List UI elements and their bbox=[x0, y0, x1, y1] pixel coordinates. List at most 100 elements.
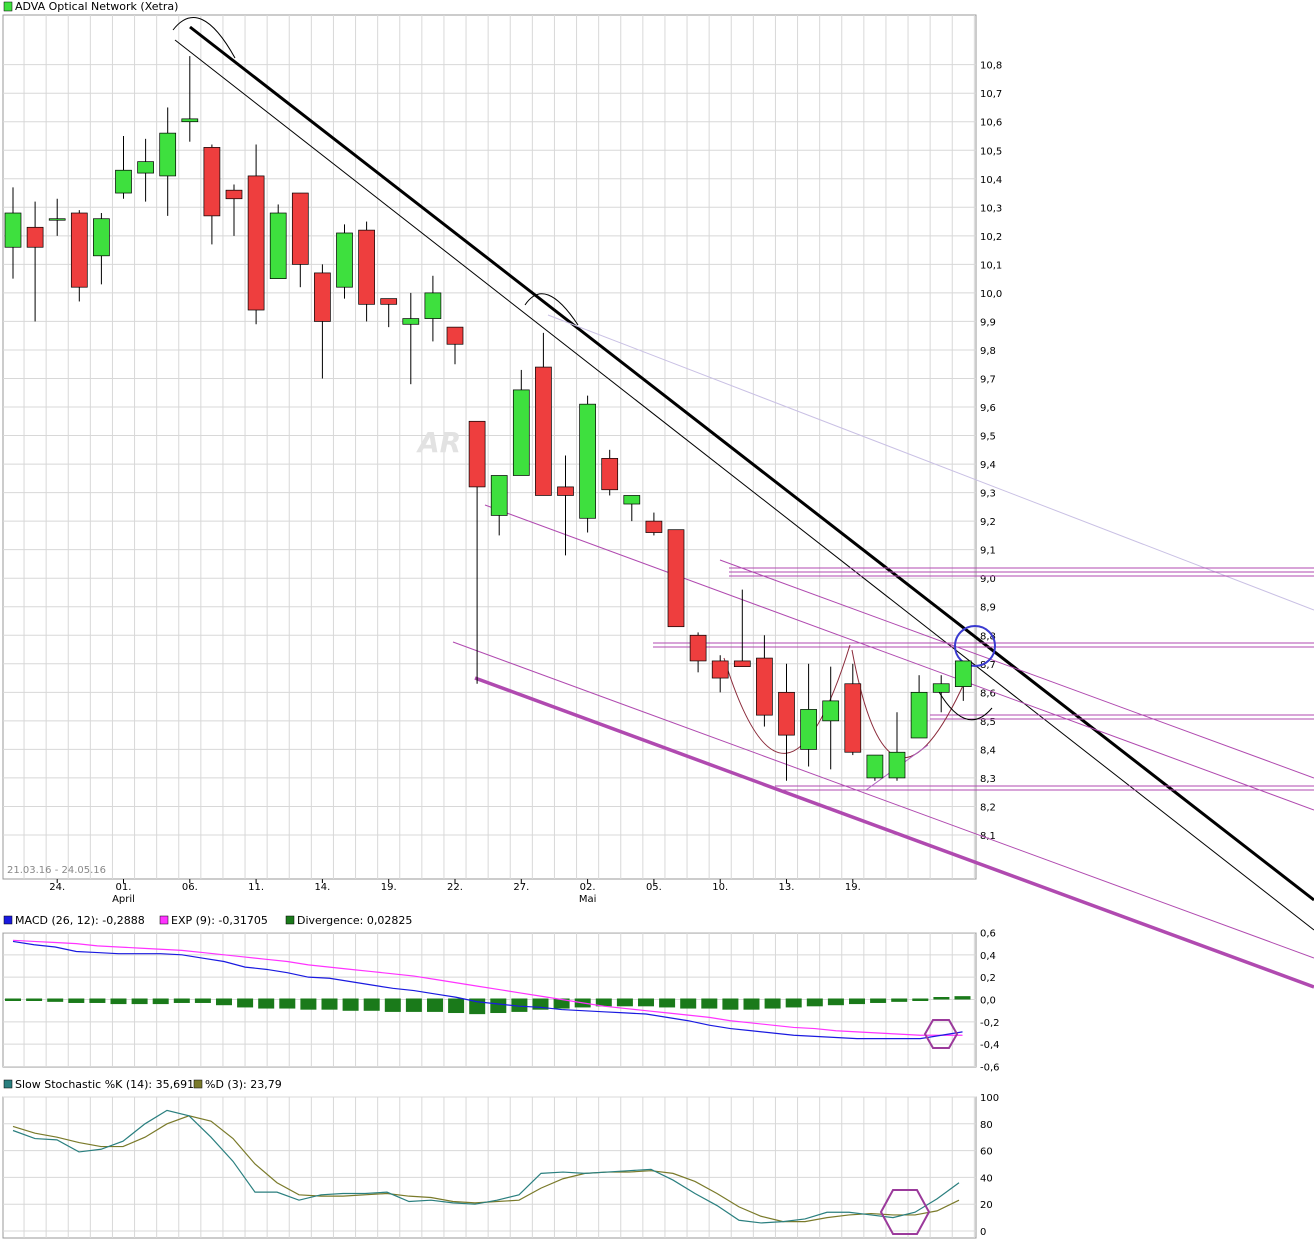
trend-overlays bbox=[172, 17, 1314, 989]
divergence-bar bbox=[237, 998, 254, 1008]
candle-body bbox=[93, 218, 110, 257]
x-tick-month: April bbox=[112, 894, 135, 905]
price-y-tick: 9,6 bbox=[980, 403, 996, 414]
candle bbox=[48, 198, 66, 236]
candle bbox=[689, 632, 707, 673]
divergence-bar bbox=[849, 998, 865, 1005]
candle-body bbox=[137, 161, 154, 174]
candle-body bbox=[954, 660, 972, 687]
stoch-legend-swatch bbox=[3, 1079, 13, 1089]
candle-body bbox=[269, 212, 287, 279]
candle-body bbox=[402, 318, 420, 325]
divergence-bar bbox=[47, 998, 64, 1002]
candle-body bbox=[778, 691, 795, 736]
candle-body bbox=[733, 660, 751, 667]
x-tick-label: 19. bbox=[381, 882, 397, 893]
divergence-bar bbox=[827, 998, 844, 1006]
candle-body bbox=[314, 272, 331, 322]
price-y-tick: 9,8 bbox=[980, 346, 996, 357]
candle bbox=[424, 275, 442, 342]
x-tick-label: 11. bbox=[248, 882, 264, 893]
candle bbox=[954, 660, 972, 701]
candle bbox=[778, 663, 795, 781]
macd-cross-marker bbox=[923, 1019, 959, 1049]
divergence-bar bbox=[638, 998, 654, 1007]
candle-body bbox=[48, 218, 66, 221]
price-y-tick: 10,7 bbox=[980, 89, 1002, 100]
divergence-bar bbox=[933, 997, 950, 1000]
divergence-bar bbox=[173, 998, 190, 1003]
candle bbox=[70, 210, 88, 302]
candle-body bbox=[932, 683, 950, 693]
macd-y-tick: 0,0 bbox=[980, 996, 996, 1007]
divergence-bar bbox=[427, 998, 443, 1012]
divergence-bar bbox=[384, 998, 401, 1012]
price-y-tick: 9,1 bbox=[980, 546, 996, 557]
candle bbox=[26, 201, 44, 322]
candle bbox=[601, 449, 619, 496]
stoch-y-tick: 60 bbox=[980, 1147, 993, 1158]
price-y-tick: 9,9 bbox=[980, 317, 996, 328]
divergence-bar bbox=[258, 998, 275, 1009]
macd-legend-swatch bbox=[159, 915, 169, 925]
stoch-y-tick: 100 bbox=[980, 1093, 999, 1104]
divergence-bar bbox=[321, 998, 338, 1010]
divergence-bar bbox=[279, 998, 296, 1009]
macd-legend-swatch bbox=[3, 915, 13, 925]
macd-y-tick: 0,4 bbox=[980, 951, 996, 962]
candle-body bbox=[512, 389, 530, 476]
channel-lower bbox=[474, 676, 1314, 989]
x-tick-label: 02. bbox=[580, 882, 596, 893]
candle-body bbox=[380, 298, 398, 305]
divergence-bar bbox=[405, 998, 422, 1012]
candle bbox=[645, 512, 663, 536]
candle bbox=[181, 56, 199, 142]
divergence-bar bbox=[448, 998, 465, 1014]
stoch-y-tick: 40 bbox=[980, 1173, 993, 1184]
candle-body bbox=[689, 634, 707, 662]
divergence-bar bbox=[89, 998, 106, 1003]
price-y-tick: 8,6 bbox=[980, 688, 996, 699]
candle-body bbox=[70, 212, 88, 288]
price-y-tick: 9,4 bbox=[980, 460, 996, 471]
price-y-tick: 10,4 bbox=[980, 175, 1002, 186]
stoch-y-tick: 20 bbox=[980, 1200, 993, 1211]
divergence-bar bbox=[616, 998, 633, 1007]
macd-y-tick: 0,2 bbox=[980, 973, 996, 984]
price-y-tick: 10,6 bbox=[980, 118, 1002, 129]
candle-body bbox=[115, 169, 132, 194]
divergence-bar bbox=[490, 998, 507, 1014]
candle bbox=[115, 135, 132, 199]
candle-body bbox=[711, 660, 729, 679]
divergence-bar bbox=[532, 998, 549, 1010]
candle-body bbox=[800, 709, 817, 750]
candle bbox=[4, 187, 22, 279]
candle-body bbox=[601, 458, 619, 491]
divergence-bar bbox=[68, 998, 85, 1003]
candle bbox=[623, 495, 641, 522]
price-y-tick: 8,2 bbox=[980, 802, 996, 813]
candle-body bbox=[756, 657, 773, 716]
candle-body bbox=[490, 475, 508, 516]
candle-body bbox=[579, 403, 596, 519]
date-range: 21.03.16 - 24.05.16 bbox=[7, 865, 106, 876]
price-y-tick: 8,7 bbox=[980, 660, 996, 671]
candle-body bbox=[535, 366, 552, 496]
divergence-bar bbox=[785, 998, 802, 1008]
candle bbox=[733, 589, 751, 667]
stoch-panel-frame bbox=[2, 1096, 977, 1239]
divergence-bar bbox=[764, 998, 781, 1009]
price-y-tick: 9,3 bbox=[980, 489, 996, 500]
candle-body bbox=[336, 232, 353, 288]
x-tick-label: 06. bbox=[182, 882, 198, 893]
divergence-bar bbox=[194, 998, 211, 1003]
stoch-legend-text: %D (3): 23,79 bbox=[205, 1078, 282, 1091]
macd-legend-text: Divergence: 0,02825 bbox=[297, 914, 412, 927]
channel-line bbox=[719, 559, 1314, 779]
price-y-tick: 10,5 bbox=[980, 146, 1002, 157]
divergence-bar bbox=[659, 998, 676, 1008]
candle-body bbox=[468, 420, 486, 488]
candle-body bbox=[888, 751, 906, 779]
price-y-tick: 8,4 bbox=[980, 745, 996, 756]
